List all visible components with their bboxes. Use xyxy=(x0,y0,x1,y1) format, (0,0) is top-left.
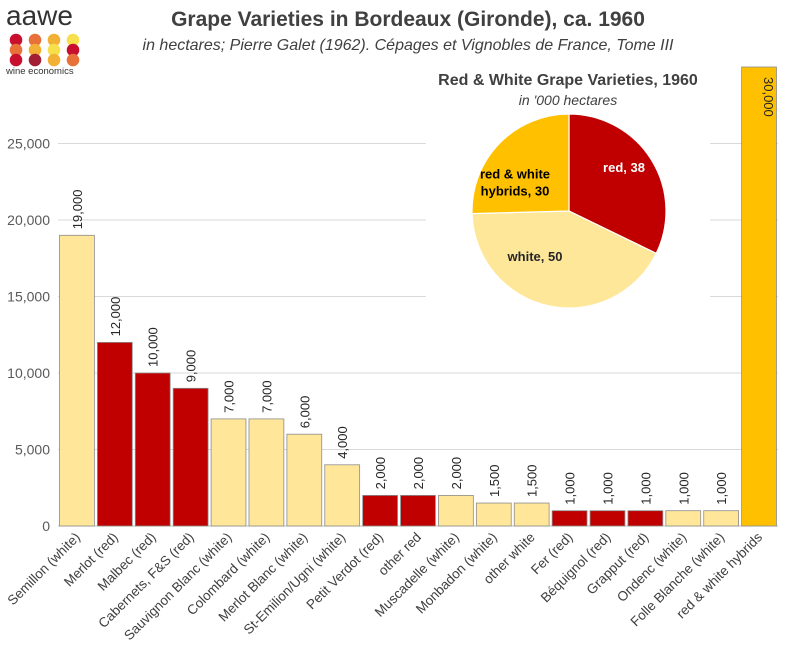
bar-value-label: 2,000 xyxy=(449,457,464,490)
bar xyxy=(703,510,739,527)
pie-slice xyxy=(568,113,667,255)
bar-value-label: 9,000 xyxy=(184,350,199,383)
bar-value-label: 1,500 xyxy=(487,465,502,498)
bar-value-label: 12,000 xyxy=(108,297,123,337)
logo-dot xyxy=(66,43,80,57)
aawe-logo: aawe wine economics xyxy=(5,0,80,77)
pie-inset: Red & White Grape Varieties, 1960 in '00… xyxy=(426,60,710,314)
logo-dot xyxy=(66,53,80,67)
logo-dot xyxy=(28,53,42,67)
pie-slice xyxy=(471,210,658,309)
bar-value-label: 1,500 xyxy=(525,465,540,498)
bar-value-label: 19,000 xyxy=(70,190,85,230)
bar-value-label: 1,000 xyxy=(638,472,653,505)
bar xyxy=(324,464,361,527)
bar xyxy=(362,494,398,527)
bar-value-label: 7,000 xyxy=(222,380,237,413)
pie-slice-label: red, 38 xyxy=(603,160,645,175)
y-tick-label: 5,000 xyxy=(15,442,50,458)
bar-value-label: 30,000 xyxy=(761,77,776,117)
bar-series: 19,000 12,000 10,000 9,000 7,000 7,000 6,000 4,… xyxy=(59,66,777,527)
y-tick-label: 20,000 xyxy=(7,212,50,228)
bar xyxy=(248,418,285,527)
bar xyxy=(513,502,550,527)
bar xyxy=(59,234,95,527)
bar-value-label: 1,000 xyxy=(676,472,691,505)
logo-dot xyxy=(47,33,61,47)
chart-title: Grape Varieties in Bordeaux (Gironde), c… xyxy=(171,8,645,31)
bar xyxy=(741,66,777,527)
bar-value-label: 4,000 xyxy=(335,426,350,459)
bar xyxy=(286,433,323,527)
bar-value-label: 10,000 xyxy=(146,327,161,367)
pie-title: Red & White Grape Varieties, 1960 xyxy=(438,72,698,89)
y-tick-label: 0 xyxy=(42,518,50,534)
bar xyxy=(172,387,209,527)
y-tick-label: 25,000 xyxy=(7,136,50,152)
bar-value-label: 2,000 xyxy=(411,457,426,490)
pie-slice-label: hybrids, 30 xyxy=(481,184,550,199)
pie-slice-label: white, 50 xyxy=(507,249,563,264)
pie-slice xyxy=(471,113,570,215)
logo-dots xyxy=(9,33,80,67)
logo-dot xyxy=(28,43,42,57)
y-tick-label: 10,000 xyxy=(7,365,50,381)
bar-value-label: 6,000 xyxy=(297,396,312,429)
logo-dot xyxy=(9,33,23,47)
bar xyxy=(627,510,664,527)
bar-value-label: 7,000 xyxy=(259,380,274,413)
bar xyxy=(475,502,512,527)
bar xyxy=(210,418,247,527)
logo-dot xyxy=(9,43,23,57)
bar-value-label: 2,000 xyxy=(373,457,388,490)
bar-value-label: 1,000 xyxy=(600,472,615,505)
logo-dot xyxy=(47,53,61,67)
logo-dot xyxy=(66,33,80,47)
logo-dot xyxy=(9,53,23,67)
bar xyxy=(97,341,133,527)
x-axis: Semillon (white)Merlot (red)Malbec (red)… xyxy=(5,529,766,643)
chart-subtitle: in hectares; Pierre Galet (1962). Cépage… xyxy=(143,37,675,54)
bar xyxy=(551,510,588,527)
bar xyxy=(400,494,436,527)
pie-chart: red, 38 white, 50 red & white hybrids, 30 xyxy=(471,113,667,309)
bar xyxy=(665,510,702,527)
y-tick-label: 15,000 xyxy=(7,289,50,305)
logo-wordmark: aawe xyxy=(6,0,73,31)
bar xyxy=(438,494,474,527)
pie-subtitle: in '000 hectares xyxy=(519,92,617,108)
logo-dot xyxy=(28,33,42,47)
bar xyxy=(589,510,626,527)
logo-tagline: wine economics xyxy=(5,66,74,77)
bar xyxy=(134,372,171,527)
pie-slice-label: red & white xyxy=(480,167,550,182)
bar-value-label: 1,000 xyxy=(563,472,578,505)
logo-dot xyxy=(47,43,61,57)
bar-value-label: 1,000 xyxy=(714,472,729,505)
